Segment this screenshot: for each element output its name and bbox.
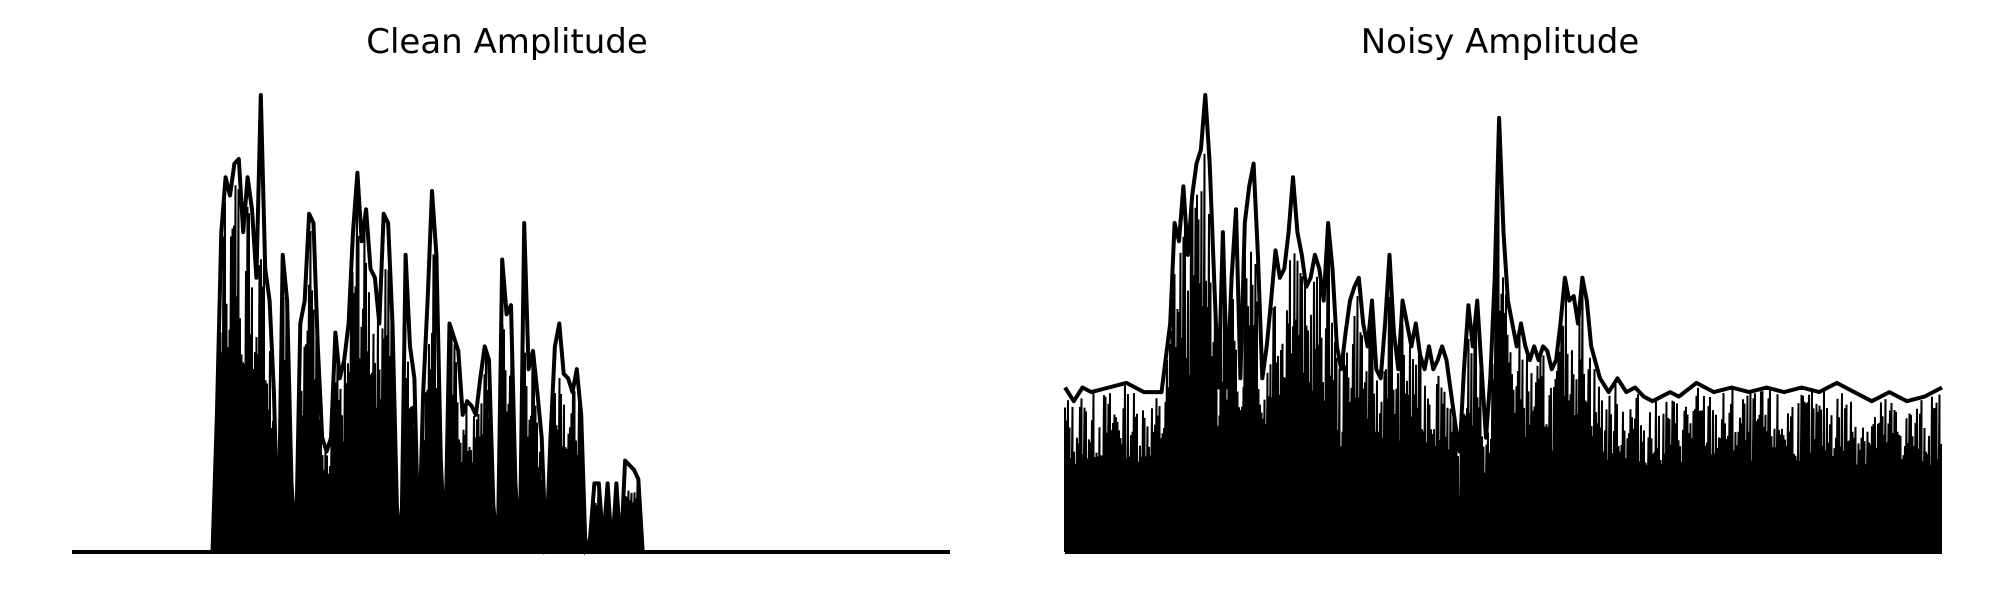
noisy-amplitude-waveform — [1064, 148, 1942, 553]
chart-title-noisy: Noisy Amplitude — [1360, 22, 1640, 62]
noisy-amplitude-waveform-envelope — [1063, 93, 1943, 454]
noisy-amplitude-plot — [1063, 93, 1943, 554]
clean-amplitude-waveform-envelope — [72, 93, 950, 554]
clean-amplitude-plot — [72, 93, 950, 556]
chart-title-clean: Clean Amplitude — [366, 22, 648, 62]
